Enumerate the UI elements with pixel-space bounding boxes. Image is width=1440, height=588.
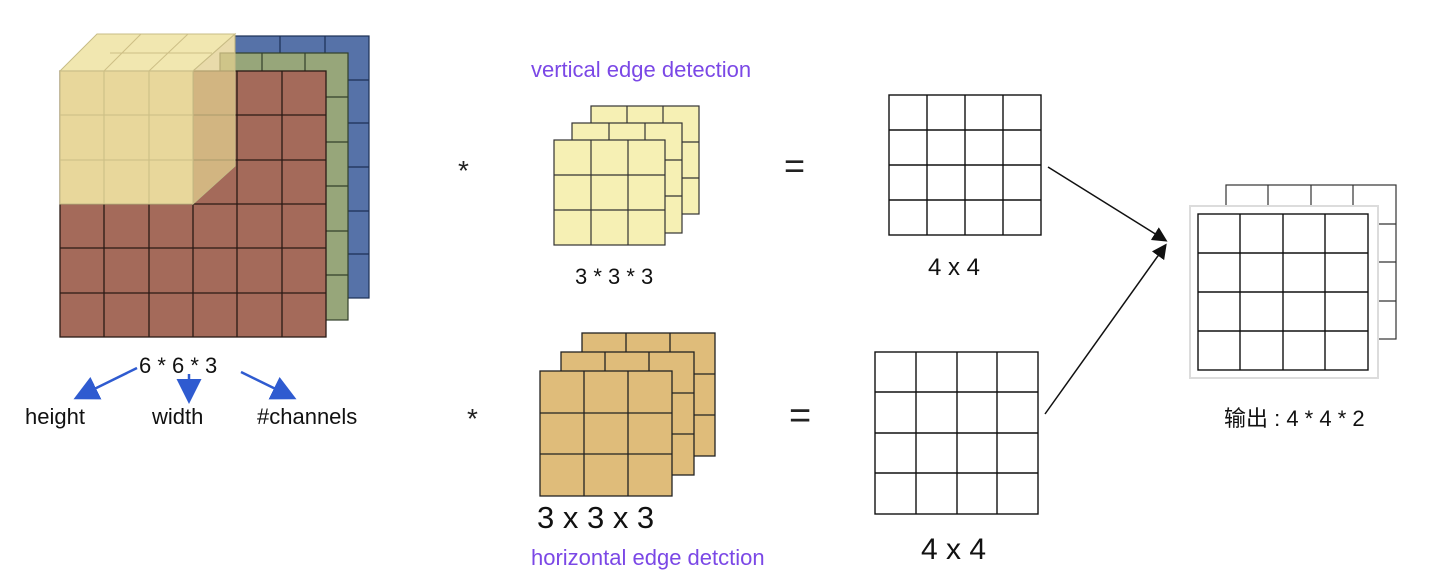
output-volume	[1189, 184, 1397, 379]
result-bottom-dims: 4 x 4	[921, 533, 987, 566]
arrow-to-channels	[240, 370, 297, 400]
channels-label: #channels	[257, 404, 358, 429]
filter-vertical-layer-front	[553, 139, 666, 246]
arrow-bottom-to-output	[1044, 243, 1167, 415]
horizontal-filter-dims: 3 x 3 x 3	[537, 500, 655, 535]
output-layer-front	[1197, 213, 1369, 371]
output-label: 输出 : 4 * 4 * 2	[1224, 406, 1365, 431]
convolve-operator-top: *	[458, 155, 469, 186]
equals-operator-top: =	[784, 145, 806, 186]
result-grid-bottom	[874, 351, 1039, 515]
filter-horizontal-stack	[539, 332, 716, 497]
merge-arrows	[1044, 166, 1168, 415]
vertical-filter-dims: 3 * 3 * 3	[575, 264, 654, 289]
input-dimension-arrows	[73, 366, 297, 404]
filter-vertical-stack	[553, 105, 700, 246]
vertical-filter-title: vertical edge detection	[531, 57, 752, 82]
arrow-to-height	[73, 366, 138, 400]
equals-operator-bottom: =	[789, 395, 812, 437]
convolve-operator-bottom: *	[467, 403, 478, 434]
result-grid-top	[888, 94, 1042, 236]
width-label: width	[152, 404, 204, 429]
arrow-top-to-output	[1047, 166, 1168, 242]
result-top-dims: 4 x 4	[928, 254, 981, 281]
input-dims-label: 6 * 6 * 3	[139, 353, 218, 378]
filter-horizontal-layer-front	[539, 370, 673, 497]
input-filter-overlay-cube	[58, 32, 237, 206]
horizontal-filter-title: horizontal edge detction	[531, 545, 765, 570]
input-volume	[58, 32, 370, 338]
height-label: height	[25, 404, 85, 429]
